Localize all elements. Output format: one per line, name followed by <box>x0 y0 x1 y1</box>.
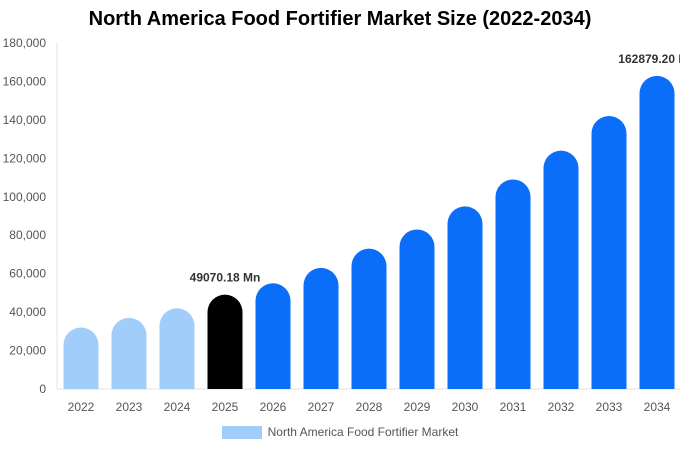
x-tick-label: 2022 <box>68 400 95 414</box>
x-tick-label: 2031 <box>500 400 527 414</box>
y-tick-label: 20,000 <box>9 344 46 358</box>
y-tick-label: 140,000 <box>3 113 47 127</box>
x-tick-label: 2033 <box>596 400 623 414</box>
x-tick-label: 2027 <box>308 400 335 414</box>
bar-2025 <box>207 294 243 389</box>
bar-2027 <box>303 267 339 389</box>
y-tick-label: 160,000 <box>3 74 47 88</box>
chart-title: North America Food Fortifier Market Size… <box>88 8 592 30</box>
bar-2030 <box>447 206 483 389</box>
data-label-2025: 49070.18 Mn <box>190 271 261 285</box>
y-tick-label: 80,000 <box>9 228 46 242</box>
x-tick-label: 2026 <box>260 400 287 414</box>
bar-2032 <box>543 150 579 389</box>
x-tick-label: 2029 <box>404 400 431 414</box>
bar-2023 <box>111 317 147 389</box>
bar-2022 <box>63 327 99 389</box>
y-tick-label: 0 <box>39 382 46 396</box>
bar-2026 <box>255 283 291 389</box>
legend: North America Food Fortifier Market <box>0 425 680 439</box>
y-tick-label: 60,000 <box>9 267 46 281</box>
bar-2034 <box>639 75 675 390</box>
y-tick-label: 180,000 <box>3 36 47 50</box>
bar-2028 <box>351 248 387 389</box>
legend-swatch <box>221 425 262 439</box>
bar-2029 <box>399 229 435 389</box>
x-tick-label: 2025 <box>212 400 239 414</box>
x-tick-label: 2032 <box>548 400 575 414</box>
x-tick-label: 2030 <box>452 400 479 414</box>
bar-2033 <box>591 116 627 389</box>
x-tick-label: 2024 <box>164 400 191 414</box>
y-tick-label: 40,000 <box>9 305 46 319</box>
data-label-2034: 162879.20 Mn <box>618 52 680 66</box>
y-tick-label: 120,000 <box>3 151 47 165</box>
x-tick-label: 2023 <box>116 400 143 414</box>
bar-2031 <box>495 179 531 389</box>
bar-2024 <box>159 308 195 389</box>
legend-label: North America Food Fortifier Market <box>267 425 459 439</box>
x-tick-label: 2028 <box>356 400 383 414</box>
y-tick-label: 100,000 <box>3 190 47 204</box>
x-tick-label: 2034 <box>644 400 671 414</box>
